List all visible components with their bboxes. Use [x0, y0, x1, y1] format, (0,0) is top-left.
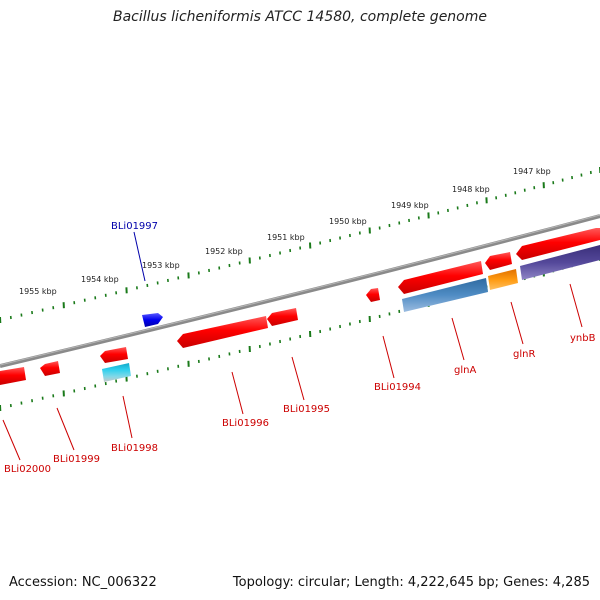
gene-label-bli01999[interactable]: BLi01999 — [53, 454, 100, 465]
gene-label-glna[interactable]: glnA — [454, 365, 476, 376]
feature-bli01998-cyan — [102, 363, 131, 382]
kbp-label-1951: 1951 kbp — [267, 233, 305, 242]
gene-arrow-bli01999[interactable] — [40, 361, 60, 376]
gene-arrow-bli01994[interactable] — [366, 288, 380, 302]
kbp-label-1948: 1948 kbp — [452, 185, 490, 194]
gene-label-ynbb[interactable]: ynbB — [570, 333, 596, 344]
kbp-label-1950: 1950 kbp — [329, 217, 367, 226]
gene-label-bli01998[interactable]: BLi01998 — [111, 443, 158, 454]
kbp-label-1954: 1954 kbp — [81, 275, 119, 284]
gene-arrow-glnr[interactable] — [485, 252, 512, 270]
gene-label-bli02000[interactable]: BLi02000 — [4, 464, 51, 475]
kbp-label-1949: 1949 kbp — [391, 201, 429, 210]
gene-label-bli01996[interactable]: BLi01996 — [222, 418, 269, 429]
kbp-label-1955: 1955 kbp — [19, 287, 57, 296]
gene-label-bli01997[interactable]: BLi01997 — [111, 221, 158, 232]
gene-labels: BLi02000 BLi01999 BLi01998 BLi01997 BLi0… — [4, 221, 596, 475]
gene-arrow-bli01997[interactable] — [142, 313, 163, 327]
kbp-labels: 1955 kbp 1954 kbp 1953 kbp 1952 kbp 1951… — [19, 167, 551, 296]
gene-label-bli01995[interactable]: BLi01995 — [283, 404, 330, 415]
gene-arrow-bli01996[interactable] — [177, 316, 268, 348]
outer-tick-row — [0, 167, 600, 324]
genome-summary-text: Topology: circular; Length: 4,222,645 bp… — [232, 575, 590, 590]
gene-arrow-bli01995[interactable] — [267, 308, 298, 326]
accession-text: Accession: NC_006322 — [9, 575, 157, 590]
gene-arrow-ynbb[interactable] — [516, 228, 600, 260]
kbp-label-1947: 1947 kbp — [513, 167, 551, 176]
gene-label-glnr[interactable]: glnR — [513, 349, 535, 360]
gene-arrow-bli01998[interactable] — [100, 347, 128, 363]
feature-glnr-orange — [488, 269, 518, 290]
feature-ynbb-indigo — [520, 245, 600, 280]
gene-arrow-glna[interactable] — [398, 261, 483, 294]
leader-lines — [2, 231, 583, 461]
gene-arrow-bli02000[interactable] — [0, 367, 26, 385]
kbp-label-1952: 1952 kbp — [205, 247, 243, 256]
map-title: Bacillus licheniformis ATCC 14580, compl… — [113, 9, 487, 25]
feature-glna-steel — [402, 278, 488, 312]
genome-backbone — [0, 214, 600, 368]
kbp-label-1953: 1953 kbp — [142, 261, 180, 270]
gene-label-bli01994[interactable]: BLi01994 — [374, 382, 421, 393]
